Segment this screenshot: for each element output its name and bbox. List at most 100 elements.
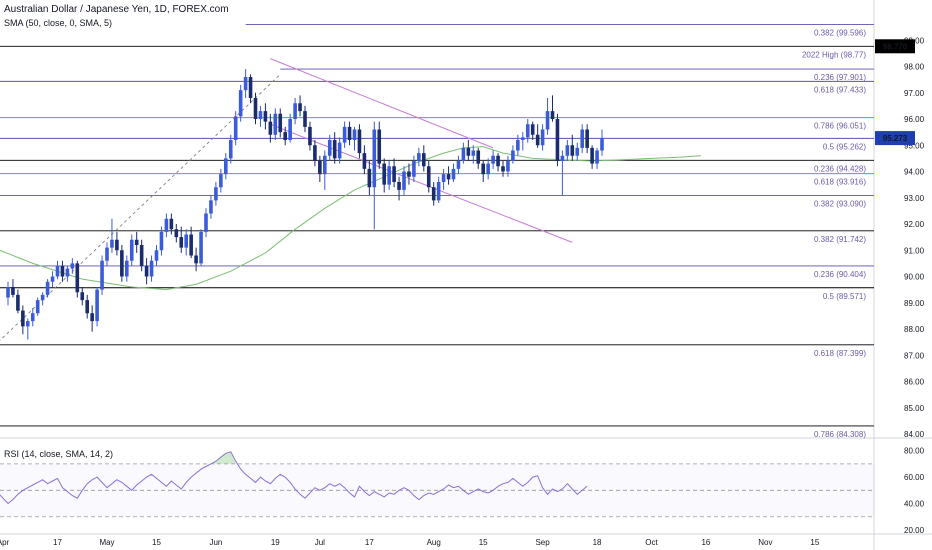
candle[interactable]: [550, 111, 555, 119]
candle[interactable]: [585, 129, 589, 148]
candle[interactable]: [120, 250, 124, 277]
candle[interactable]: [243, 77, 248, 91]
candle[interactable]: [154, 250, 159, 261]
candle[interactable]: [105, 247, 109, 261]
candle[interactable]: [258, 111, 263, 119]
candle[interactable]: [476, 150, 481, 164]
candle[interactable]: [535, 134, 540, 146]
candle[interactable]: [392, 166, 396, 182]
candle[interactable]: [481, 163, 485, 175]
candle[interactable]: [501, 166, 505, 172]
candle[interactable]: [253, 98, 258, 119]
candle[interactable]: [521, 137, 525, 140]
candle[interactable]: [436, 182, 441, 201]
candle[interactable]: [70, 263, 75, 269]
candle[interactable]: [426, 166, 431, 188]
candle[interactable]: [283, 132, 287, 140]
candle[interactable]: [377, 129, 382, 164]
candle[interactable]: [134, 239, 139, 245]
candle[interactable]: [417, 153, 421, 161]
candle[interactable]: [273, 113, 278, 135]
candle[interactable]: [367, 168, 372, 188]
candle[interactable]: [461, 147, 466, 161]
candle[interactable]: [159, 231, 164, 251]
candle[interactable]: [65, 268, 70, 277]
candle[interactable]: [466, 147, 471, 156]
candle[interactable]: [238, 90, 243, 117]
candle[interactable]: [327, 140, 332, 156]
candle[interactable]: [95, 289, 99, 322]
candle[interactable]: [100, 260, 104, 290]
candle[interactable]: [125, 260, 129, 277]
candle[interactable]: [530, 124, 535, 135]
candle[interactable]: [75, 263, 80, 293]
candle[interactable]: [85, 300, 89, 314]
candle[interactable]: [575, 147, 580, 156]
candle[interactable]: [233, 116, 238, 140]
candle[interactable]: [337, 142, 342, 159]
candle[interactable]: [90, 313, 94, 322]
candle[interactable]: [268, 121, 273, 135]
candle[interactable]: [139, 245, 144, 266]
candle[interactable]: [372, 129, 377, 188]
candle[interactable]: [407, 171, 411, 177]
candle[interactable]: [224, 158, 228, 175]
candle[interactable]: [179, 237, 184, 248]
sma-line[interactable]: [0, 146, 702, 291]
candle[interactable]: [278, 113, 283, 133]
candle[interactable]: [288, 119, 292, 140]
candle[interactable]: [560, 155, 565, 161]
candle[interactable]: [40, 294, 45, 301]
candle[interactable]: [308, 126, 312, 146]
candle[interactable]: [540, 129, 545, 146]
candle[interactable]: [169, 218, 174, 230]
trend-line[interactable]: [0, 74, 281, 342]
candle[interactable]: [600, 138, 604, 151]
candle[interactable]: [318, 161, 322, 175]
candle[interactable]: [352, 129, 357, 141]
candle[interactable]: [228, 140, 233, 159]
candle[interactable]: [144, 266, 149, 277]
candle[interactable]: [387, 166, 391, 185]
candle[interactable]: [525, 124, 530, 138]
candle[interactable]: [451, 168, 456, 180]
candle[interactable]: [184, 234, 188, 248]
candle[interactable]: [511, 150, 515, 162]
channel-line-upper[interactable]: [270, 58, 494, 149]
candle[interactable]: [30, 313, 35, 322]
candle[interactable]: [219, 174, 223, 188]
candle[interactable]: [50, 276, 55, 282]
candle[interactable]: [332, 140, 337, 159]
candle[interactable]: [412, 161, 416, 177]
candle[interactable]: [397, 182, 401, 190]
candle[interactable]: [545, 111, 550, 130]
candle[interactable]: [590, 147, 594, 164]
candle[interactable]: [323, 155, 327, 175]
candle[interactable]: [486, 163, 490, 175]
candle[interactable]: [342, 126, 347, 143]
candle[interactable]: [456, 161, 461, 169]
candle[interactable]: [45, 281, 50, 295]
candle[interactable]: [431, 187, 436, 201]
candle[interactable]: [580, 129, 584, 148]
candle[interactable]: [293, 103, 297, 119]
candle[interactable]: [129, 239, 134, 261]
candle[interactable]: [204, 213, 208, 232]
candle[interactable]: [357, 129, 362, 154]
candle[interactable]: [347, 126, 352, 140]
candle[interactable]: [382, 163, 386, 185]
candle[interactable]: [189, 234, 193, 256]
candle[interactable]: [362, 153, 367, 169]
candle[interactable]: [110, 239, 114, 248]
candle[interactable]: [471, 150, 476, 156]
candle[interactable]: [595, 150, 599, 164]
candle[interactable]: [565, 145, 570, 156]
candle[interactable]: [298, 103, 302, 112]
candle[interactable]: [441, 174, 446, 182]
candle[interactable]: [199, 231, 203, 264]
candle[interactable]: [506, 161, 510, 172]
candle[interactable]: [26, 321, 30, 327]
candle[interactable]: [248, 77, 253, 98]
candle[interactable]: [303, 111, 307, 127]
